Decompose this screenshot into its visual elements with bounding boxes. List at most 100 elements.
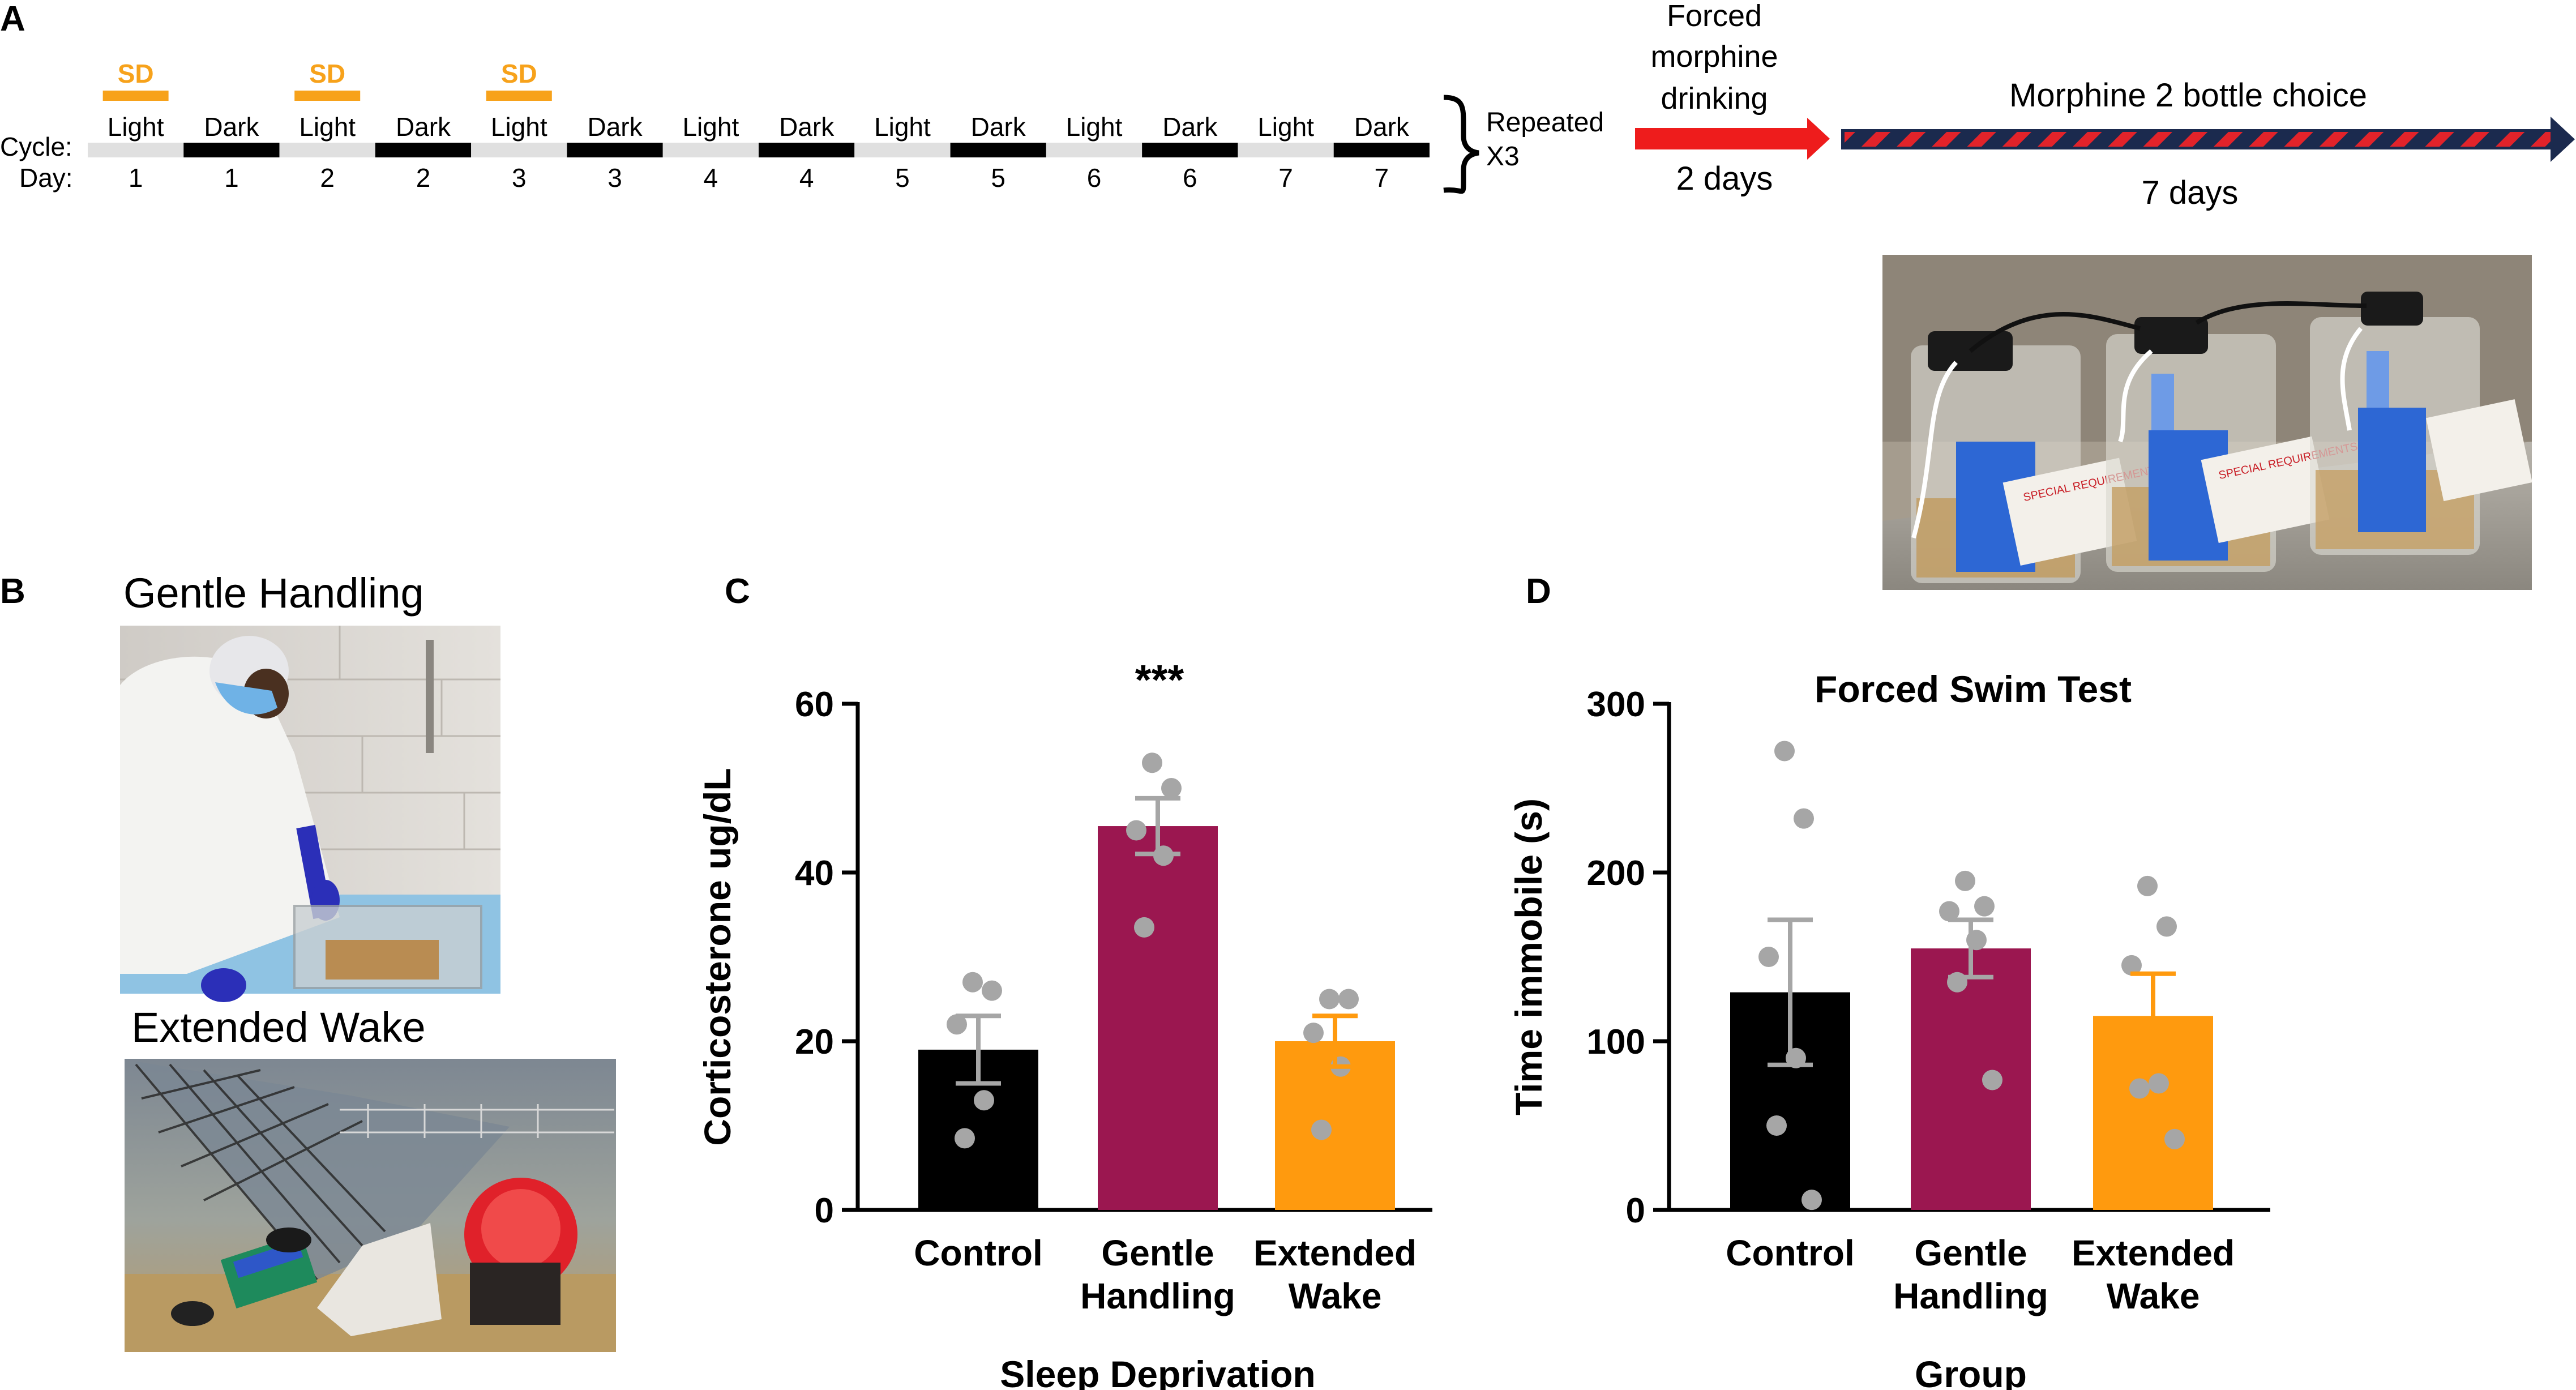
day-number: 5 xyxy=(895,163,910,193)
c-data-point xyxy=(974,1090,994,1111)
day-number: 2 xyxy=(320,163,335,193)
c-ytick-label: 40 xyxy=(795,854,834,893)
forced-label-2: morphine xyxy=(1650,40,1778,74)
d-data-point xyxy=(1939,901,1959,922)
chart-c-xlabel: Sleep Deprivation xyxy=(1000,1353,1316,1390)
cycle-segment-light xyxy=(1046,143,1142,157)
d-ytick-label: 300 xyxy=(1587,685,1645,724)
d-data-point xyxy=(1766,1115,1787,1136)
day-number: 4 xyxy=(704,163,718,193)
forced-arrow xyxy=(1635,118,1830,160)
d-ytick-label: 0 xyxy=(1626,1191,1645,1230)
day-number: 6 xyxy=(1183,163,1197,193)
timeline: Cycle: Day: Light1SDDark1Light2SDDark2Li… xyxy=(0,0,2575,211)
sd-marker-label: SD xyxy=(501,59,537,88)
cycle-phase-label: Light xyxy=(1066,112,1123,142)
day-number: 1 xyxy=(224,163,239,193)
d-data-point xyxy=(1774,741,1795,762)
panel-label-c: C xyxy=(725,572,750,611)
panel-label-d: D xyxy=(1526,572,1551,611)
c-data-point xyxy=(962,972,983,993)
d-category-label: Gentle xyxy=(1914,1233,2027,1273)
sd-marker-bar xyxy=(486,91,552,101)
day-number: 1 xyxy=(129,163,143,193)
c-data-point xyxy=(955,1128,975,1149)
sd-marker-bar xyxy=(102,91,169,101)
choice-title: Morphine 2 bottle choice xyxy=(2009,77,2367,114)
cycle-segment-light xyxy=(88,143,184,157)
cycle-segment-dark xyxy=(183,143,280,157)
panel-label-b: B xyxy=(0,572,25,611)
c-category-label-line2: Handling xyxy=(1080,1276,1235,1316)
forced-label-1: Forced xyxy=(1667,0,1762,33)
chart-d-title: Forced Swim Test xyxy=(1815,668,2132,710)
d-data-point xyxy=(2156,916,2177,937)
timeline-segments: Light 1 SD Dark 1 Light 2 SD Dark 2 Light 3 SD Dark 3 L… xyxy=(88,59,1430,193)
c-ytick-label: 0 xyxy=(815,1191,834,1230)
sd-marker-label: SD xyxy=(309,59,345,88)
d-category-label: Control xyxy=(1726,1233,1855,1273)
day-number: 7 xyxy=(1375,163,1389,193)
c-data-point xyxy=(947,1014,967,1035)
day-number: 2 xyxy=(416,163,431,193)
cycle-phase-label: Light xyxy=(299,112,356,142)
d-data-point xyxy=(2121,955,2142,976)
c-data-point xyxy=(982,980,1002,1001)
cycle-phase-label: Dark xyxy=(588,112,643,142)
cycle-segment-light xyxy=(1238,143,1334,157)
d-data-point xyxy=(2164,1128,2185,1149)
d-bar xyxy=(1911,948,2031,1210)
cycle-phase-label: Light xyxy=(108,112,164,142)
c-data-point xyxy=(1134,917,1154,938)
c-ytick-label: 20 xyxy=(795,1023,834,1062)
c-data-point xyxy=(1311,1119,1332,1140)
chart-d-xlabel: Group xyxy=(1915,1353,2027,1390)
c-ytick-label: 60 xyxy=(795,685,834,724)
cycle-segment-dark xyxy=(759,143,855,157)
choice-duration: 7 days xyxy=(2142,174,2239,211)
extended-wake-photo xyxy=(125,1059,616,1352)
c-data-point xyxy=(1126,820,1146,841)
day-number: 3 xyxy=(512,163,527,193)
repeated-label: Repeated xyxy=(1486,108,1604,138)
d-data-point xyxy=(2137,875,2158,896)
c-category-label-line2: Wake xyxy=(1289,1276,1382,1316)
cycle-phase-label: Dark xyxy=(396,112,451,142)
cycle-segment-dark xyxy=(1142,143,1238,157)
chart-d: 0 100 200 300 Forced Swim Test Time immobil… xyxy=(1508,668,2270,1390)
d-data-point xyxy=(2129,1078,2150,1099)
forced-label-3: drinking xyxy=(1661,82,1768,116)
day-number: 7 xyxy=(1278,163,1293,193)
c-data-point xyxy=(1161,778,1182,798)
chart-c-ylabel: Corticosterone ug/dL xyxy=(696,768,738,1145)
cycle-segment-light xyxy=(279,143,375,157)
extended-wake-title: Extended Wake xyxy=(131,1004,426,1051)
day-label: Day: xyxy=(19,163,73,193)
c-category-label: Control xyxy=(914,1233,1043,1273)
cycle-segment-light xyxy=(471,143,567,157)
forced-duration: 2 days xyxy=(1676,160,1773,197)
gentle-handling-title: Gentle Handling xyxy=(123,570,424,617)
choice-arrow-stripes xyxy=(1845,132,2551,147)
panel-label-a: A xyxy=(0,0,25,39)
d-data-point xyxy=(1974,896,1995,917)
cycle-segment-dark xyxy=(1333,143,1430,157)
c-bar xyxy=(1098,826,1218,1210)
d-category-label-line2: Wake xyxy=(2107,1276,2200,1316)
chart-c: 0 20 40 60 Corticosterone ug/dL Sleep Depri… xyxy=(696,656,1432,1390)
d-data-point xyxy=(1758,947,1779,967)
bottle-choice-photo: SPECIAL REQUIREMENTS SPECIAL REQUIREMENT… xyxy=(1882,255,2532,590)
c-category-label: Gentle xyxy=(1101,1233,1214,1273)
c-data-point xyxy=(1303,1023,1324,1043)
cycle-phase-label: Dark xyxy=(204,112,259,142)
d-data-point xyxy=(1802,1190,1822,1211)
chart-d-ylabel: Time immobile (s) xyxy=(1508,798,1550,1115)
d-ytick-label: 100 xyxy=(1587,1023,1645,1062)
d-category-label-line2: Handling xyxy=(1893,1276,2048,1316)
c-data-point xyxy=(1319,989,1340,1010)
cycle-phase-label: Dark xyxy=(1354,112,1410,142)
d-data-point xyxy=(1982,1070,2002,1090)
sd-marker-bar xyxy=(294,91,361,101)
d-data-point xyxy=(2149,1073,2169,1094)
